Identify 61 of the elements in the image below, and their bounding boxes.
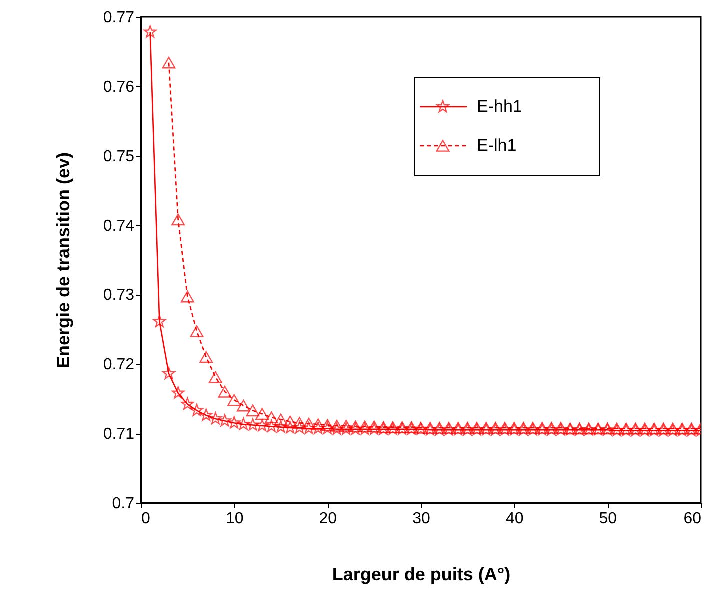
point — [321, 422, 334, 434]
y-tick-label: 0.74 — [103, 218, 135, 235]
x-tick-label: 0 — [142, 510, 150, 528]
point — [246, 404, 260, 417]
point — [265, 420, 278, 432]
point — [218, 386, 232, 398]
x-tick-label: 40 — [506, 510, 524, 528]
y-tick-label: 0.72 — [103, 356, 135, 374]
point — [312, 418, 326, 430]
point — [256, 419, 269, 432]
point — [237, 418, 250, 430]
point — [200, 408, 213, 422]
y-tick-label: 0.71 — [103, 426, 135, 444]
legend-label: E-hh1 — [477, 97, 522, 116]
point — [274, 414, 288, 426]
y-tick-label: 0.73 — [103, 287, 135, 304]
point — [208, 371, 222, 384]
point — [264, 412, 278, 424]
point — [228, 416, 241, 429]
point — [312, 422, 325, 434]
y-tick-label: 0.76 — [103, 78, 135, 96]
point — [246, 418, 260, 431]
point — [209, 412, 222, 425]
y-tick-label: 0.77 — [103, 10, 135, 26]
point — [320, 419, 334, 432]
point — [218, 414, 232, 427]
x-axis-title: Largeur de puits (A°) — [332, 564, 511, 584]
x-tick-label: 10 — [226, 510, 244, 528]
point — [340, 420, 354, 432]
point — [172, 214, 186, 226]
y-axis-title: Energie de transition (ev) — [53, 152, 74, 369]
x-tick-label: 60 — [684, 510, 702, 528]
point — [144, 26, 157, 38]
x-tick-label: 50 — [599, 510, 618, 528]
point — [274, 420, 288, 433]
point — [180, 290, 194, 303]
y-tick-label: 0.7 — [112, 496, 135, 512]
legend-label: E-lh1 — [477, 136, 517, 155]
point — [200, 351, 214, 364]
point — [162, 367, 176, 380]
point — [302, 422, 316, 434]
point — [292, 417, 306, 430]
point — [340, 422, 353, 435]
x-tick-label: 20 — [319, 510, 338, 528]
point — [293, 421, 306, 434]
point — [236, 400, 250, 412]
point — [302, 418, 316, 430]
point — [153, 315, 166, 328]
x-tick-label: 30 — [412, 510, 430, 528]
point — [228, 394, 242, 406]
point — [162, 56, 176, 69]
point — [256, 408, 270, 420]
y-tick-label: 0.75 — [103, 148, 135, 166]
point — [172, 386, 185, 399]
point — [330, 422, 344, 435]
point — [181, 398, 194, 410]
point — [284, 421, 297, 434]
point — [190, 404, 204, 416]
point — [284, 416, 298, 428]
point — [330, 420, 344, 432]
point — [190, 326, 204, 338]
